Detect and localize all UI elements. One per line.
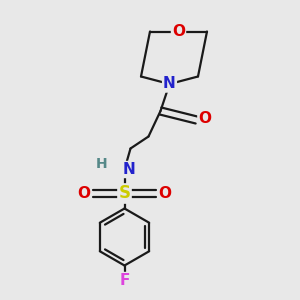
Text: H: H — [96, 157, 108, 170]
Text: S: S — [118, 184, 130, 202]
Text: N: N — [163, 76, 176, 92]
Text: O: O — [172, 24, 185, 39]
Text: O: O — [198, 111, 212, 126]
Text: O: O — [158, 186, 172, 201]
Text: N: N — [123, 162, 135, 177]
Text: O: O — [77, 186, 91, 201]
Text: F: F — [119, 273, 130, 288]
